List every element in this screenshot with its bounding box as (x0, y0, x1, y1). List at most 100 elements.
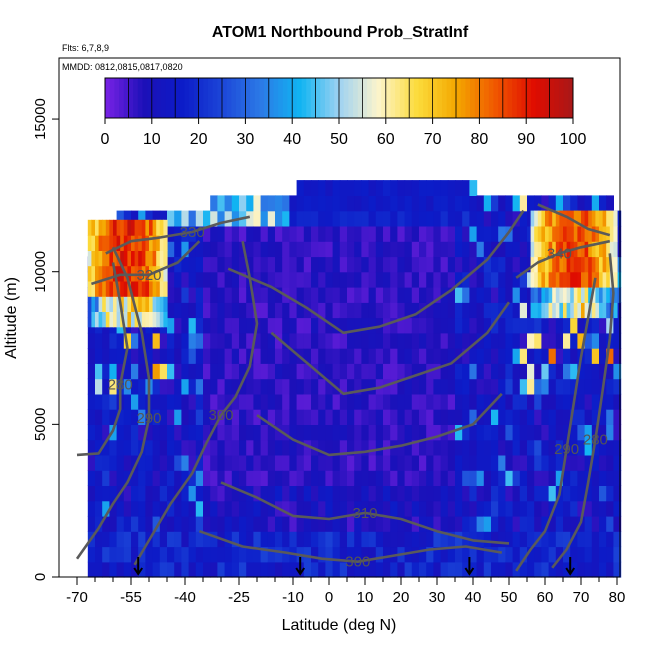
heatmap-cell (332, 332, 341, 349)
heatmap-cell (433, 363, 442, 380)
heatmap-cell (476, 332, 485, 349)
heatmap-cell (476, 561, 485, 578)
colorbar-tick-label: 40 (283, 131, 301, 148)
heatmap-cell (289, 302, 298, 319)
heatmap-cell (361, 409, 370, 425)
strat-cell (548, 256, 553, 273)
heatmap-cell (606, 500, 614, 517)
strat-cell (91, 219, 96, 236)
heatmap-cell (469, 500, 478, 517)
heatmap-cell (404, 287, 413, 303)
strat-cell (584, 302, 589, 319)
heatmap-cell (491, 439, 499, 456)
heatmap-cell (275, 302, 283, 319)
heatmap-cell (361, 180, 370, 196)
heatmap-cell (174, 317, 182, 334)
heatmap-cell (570, 500, 578, 517)
heatmap-cell (332, 561, 341, 578)
heatmap-cell (354, 561, 362, 578)
heatmap-cell (159, 348, 168, 364)
heatmap-cell (534, 409, 542, 425)
colorbar-segment (282, 78, 289, 118)
heatmap-cell (195, 515, 204, 532)
heatmap-cell (613, 454, 622, 471)
heatmap-cell (476, 287, 485, 303)
heatmap-cell (505, 225, 514, 242)
heatmap-cell (167, 561, 175, 578)
heatmap-cell (476, 470, 485, 486)
heatmap-cell (613, 500, 622, 517)
heatmap-cell (548, 546, 557, 563)
heatmap-cell (368, 409, 377, 425)
heatmap-cell (152, 531, 161, 548)
heatmap-cell (188, 363, 197, 380)
heatmap-cell (239, 409, 247, 425)
heatmap-cell (123, 470, 132, 486)
heatmap-cell (433, 439, 442, 456)
colorbar-segment (479, 78, 485, 118)
strat-cell (588, 287, 593, 303)
heatmap-cell (296, 439, 305, 456)
heatmap-cell (289, 393, 298, 410)
heatmap-cell (311, 287, 319, 303)
heatmap-cell (239, 531, 247, 548)
heatmap-cell (318, 546, 326, 563)
strat-cell (152, 311, 157, 328)
heatmap-cell (577, 393, 586, 410)
heatmap-cell (440, 500, 449, 517)
heatmap-cell (433, 424, 442, 441)
heatmap-cell (267, 531, 276, 548)
heatmap-cell (541, 561, 550, 578)
strat-cell (595, 287, 600, 303)
heatmap-cell (577, 454, 586, 471)
heatmap-cell (455, 363, 463, 380)
heatmap-cell (527, 393, 535, 410)
heatmap-cell (347, 393, 355, 410)
heatmap-cell (210, 470, 218, 486)
heatmap-cell (577, 424, 586, 441)
heatmap-cell (95, 546, 103, 563)
heatmap-cell (260, 256, 269, 273)
heatmap-cell (462, 225, 470, 242)
heatmap-cell (246, 409, 254, 425)
strat-cell (577, 271, 582, 288)
heatmap-cell (231, 424, 240, 441)
colorbar-segment (217, 78, 223, 118)
heatmap-cell (375, 180, 384, 196)
heatmap-cell (426, 454, 434, 471)
heatmap-cell (195, 332, 204, 349)
colorbar-segment (437, 78, 443, 118)
heatmap-cell (296, 225, 305, 242)
heatmap-cell (167, 485, 175, 502)
heatmap-cell (347, 439, 355, 456)
heatmap-cell (325, 363, 334, 380)
strat-cell (545, 302, 550, 319)
heatmap-cell (411, 439, 420, 456)
strat-cell (91, 296, 96, 312)
strat-cell (559, 241, 564, 258)
heatmap-cell (152, 485, 161, 502)
heatmap-cell (411, 210, 420, 227)
heatmap-cell (354, 470, 362, 486)
heatmap-cell (224, 302, 233, 319)
heatmap-cell (318, 424, 326, 441)
heatmap-cell (116, 500, 125, 517)
heatmap-cell (347, 302, 355, 319)
colorbar-segment (418, 78, 424, 118)
heatmap-cell (555, 378, 564, 395)
heatmap-cell (253, 546, 262, 563)
heatmap-cell (325, 546, 334, 563)
heatmap-cell (138, 531, 146, 548)
heatmap-cell (181, 454, 190, 471)
heatmap-cell (469, 256, 478, 273)
heatmap-cell (339, 302, 348, 319)
strat-cell (530, 210, 535, 227)
heatmap-cell (347, 470, 355, 486)
heatmap-cell (332, 363, 341, 380)
heatmap-cell (368, 271, 377, 288)
heatmap-cell (260, 515, 269, 532)
heatmap-cell (296, 409, 305, 425)
colorbar-segment (151, 78, 157, 118)
heatmap-cell (498, 378, 506, 395)
heatmap-cell (447, 409, 456, 425)
